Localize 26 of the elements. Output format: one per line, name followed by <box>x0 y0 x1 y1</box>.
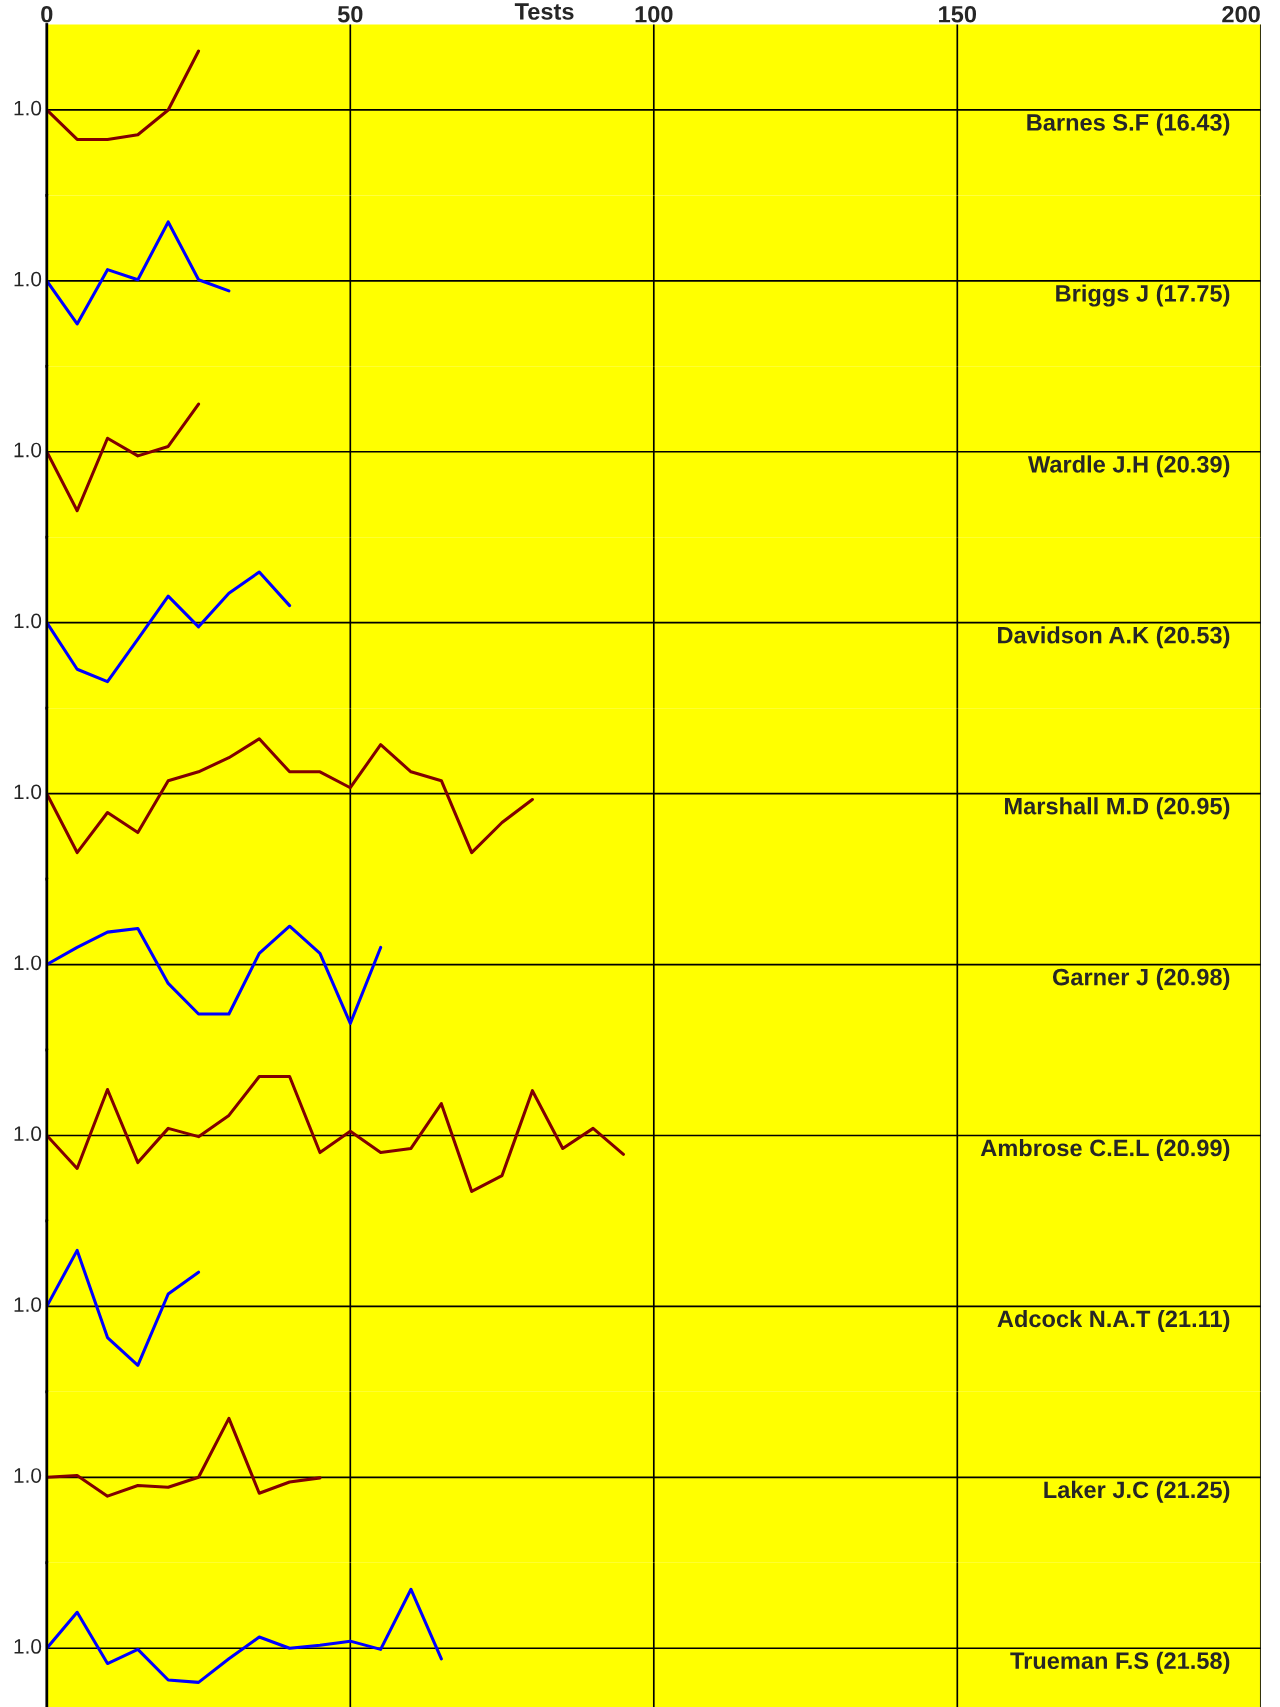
text: Adcock N.A.T (21.11) <box>997 1309 1230 1332</box>
text: Briggs J (17.75) <box>1056 284 1230 307</box>
x-tick-label: 200 <box>1222 5 1260 23</box>
x-axis-title: Tests <box>514 3 574 20</box>
text: Ambrose C.E.L (20.99) <box>980 1139 1230 1162</box>
text: Garner J (20.98) <box>1052 968 1230 991</box>
x-tick-label: 100 <box>635 5 673 23</box>
text: 1.0 <box>14 100 42 116</box>
text: Marshall M.D (20.95) <box>1005 797 1230 820</box>
x-tick-label: 0 <box>41 5 53 23</box>
text: 1.0 <box>14 442 42 458</box>
text: Barnes S.F (16.43) <box>1027 113 1230 136</box>
text: Davidson A.K (20.53) <box>998 626 1230 649</box>
text: 1.0 <box>14 271 42 287</box>
text: 1.0 <box>14 1639 42 1654</box>
text: 1.0 <box>14 784 42 800</box>
text: 1.0 <box>14 1297 42 1312</box>
text: Laker J.C (21.25) <box>1044 1480 1230 1503</box>
x-tick-label: 50 <box>337 5 363 23</box>
text: Wardle J.H (20.39) <box>1027 455 1230 478</box>
text: Trueman F.S (21.58) <box>1010 1651 1230 1674</box>
text: 1.0 <box>14 613 42 629</box>
text: 1.0 <box>14 1468 42 1483</box>
text: 1.0 <box>14 1126 42 1142</box>
text: 1.0 <box>14 955 42 971</box>
x-tick-label: 150 <box>939 5 977 23</box>
